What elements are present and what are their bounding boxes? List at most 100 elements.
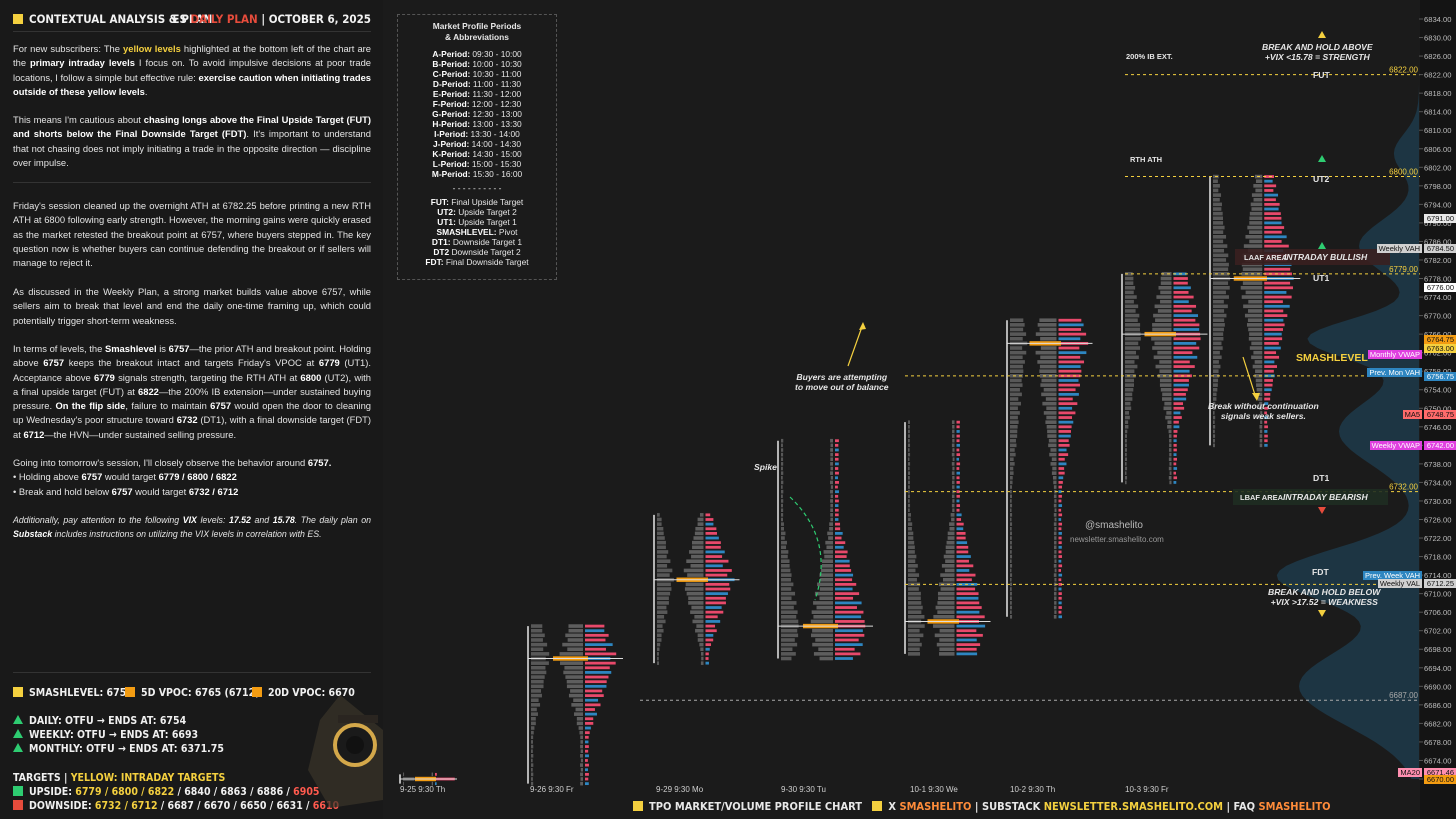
tpo-bar [1039,369,1057,373]
chart-background [383,0,1456,819]
tpo-bar [1051,471,1057,475]
tpo-bar [830,485,833,489]
tpo-bar [576,721,583,726]
ut2-label: UT2 [1313,174,1330,184]
tpo-letters [1125,336,1141,341]
y-tick-label: 6834.00 [1424,15,1451,24]
tpo-bar [1043,411,1057,415]
volume-bar [956,499,960,503]
tpo-bar [1039,374,1057,378]
tpo-letters [1125,383,1134,387]
tpo-bar [684,587,704,591]
tpo-bar [939,647,955,652]
volume-bar [1264,314,1288,317]
tpo-bar [949,526,955,531]
tpo-letters [908,475,910,480]
volume-bar [956,559,969,563]
tpo-bar [1040,336,1057,341]
volume-bar [1058,439,1069,443]
y-tick-label: 6714.00 [1424,571,1451,580]
tpo-bar [1156,295,1172,299]
y-tick-label: 6702.00 [1424,627,1451,636]
buyers-annotation: Buyers are attempting to move out of bala… [795,372,889,392]
footer-x-link[interactable]: SMASHELITO [899,800,972,813]
tpo-bar [1250,202,1263,207]
y-tick-label: 6822.00 [1424,71,1451,80]
volume-bar [1173,379,1189,382]
footer-faq-link[interactable]: SMASHELITO [1258,800,1331,813]
arrow-head-icon [859,322,866,330]
volume-bar [585,759,588,762]
tpo-letters [1125,387,1134,392]
tpo-letters [1125,429,1128,434]
tpo-letters [657,638,662,642]
tpo-bar [571,703,583,707]
tpo-bar [1152,346,1172,350]
volume-bar [1058,564,1063,568]
tpo-bar [1169,480,1172,485]
volume-bar [1058,615,1063,619]
volume-bar [705,592,728,596]
tpo-letters [531,726,535,730]
volume-bar [1264,332,1282,336]
volume-bar [705,541,721,545]
tpo-letters [908,526,912,531]
tpo-letters [1213,197,1220,202]
tpo-bar [952,448,955,452]
tpo-letters [908,438,910,443]
tpo-bar [1253,184,1263,188]
tpo-letters [1213,323,1225,327]
tpo-letters [1125,401,1131,406]
volume-bar [835,652,861,656]
volume-bar [705,610,724,614]
tpo-bar [1259,406,1263,411]
tpo-bar [697,522,704,526]
tpo-bar [1041,392,1057,397]
volume-bar [1264,295,1292,299]
tpo-bar [830,499,833,503]
tpo-bar [701,656,704,661]
tpo-bar [1037,323,1057,327]
volume-bar [585,782,589,786]
tpo-letters [1125,299,1134,304]
tpo-letters [657,661,660,665]
tpo-bar [1054,577,1057,582]
laaf-area-band [1235,249,1390,265]
volume-bar [1058,578,1062,582]
volume-bar [585,647,606,651]
tpo-letters [781,494,783,499]
volume-bar [1264,309,1284,313]
volume-bar [1264,420,1268,424]
tpo-letters [908,573,920,577]
tpo-letters [657,540,666,545]
tpo-bar [943,554,955,559]
tpo-letters [1010,336,1023,341]
tpo-bar [1251,355,1263,360]
tpo-bar [699,642,704,647]
tpo-letters [1213,313,1227,318]
volume-bar [835,582,857,586]
tpo-letters [1213,299,1224,304]
tpo-letters [1010,564,1013,568]
session-profile [527,624,623,786]
tpo-letters [781,554,788,559]
volume-bar [956,647,977,651]
legend-period-row: M-Period: 15:30 - 16:00 [431,169,523,179]
tpo-bar [830,517,833,522]
tpo-letters [1213,295,1229,299]
tpo-letters [1125,457,1128,462]
footer-substack-link[interactable]: NEWSLETTER.SMASHELITO.COM [1043,800,1223,813]
tpo-letters [657,652,659,656]
tpo-letters [1010,378,1022,383]
tpo-letters [1010,499,1012,503]
tpo-letters [531,642,548,647]
tpo-letters [1125,452,1127,457]
tpo-letters [908,425,910,429]
y-tick-label: 6814.00 [1424,108,1451,117]
price-tag: 6742.00 [1424,440,1456,450]
price-tag: 6784.50 [1424,243,1456,253]
tpo-letters [781,457,784,462]
tpo-letters [531,652,550,656]
tpo-bar [939,628,955,633]
tpo-letters [1010,517,1012,522]
